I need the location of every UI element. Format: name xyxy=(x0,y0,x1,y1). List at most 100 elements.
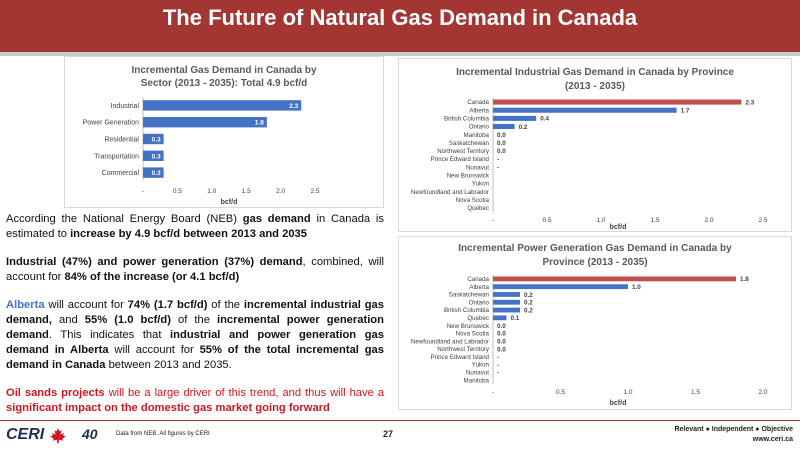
p4-oil-sands: Oil sands projects xyxy=(6,387,105,399)
data-label: 1.8 xyxy=(255,120,264,127)
chart-industrial-box: Incremental Industrial Gas Demand in Can… xyxy=(398,58,792,232)
x-tick-label: - xyxy=(492,217,494,224)
data-label: 2.3 xyxy=(745,99,754,106)
bar xyxy=(143,100,302,111)
tagline: Relevant ● Independent ● Objective xyxy=(674,426,793,433)
category-label: Canada xyxy=(467,99,489,106)
category-label: Northwest Territory xyxy=(437,148,490,155)
chart-title-line: Incremental Industrial Gas Demand in Can… xyxy=(456,67,734,78)
data-label: - xyxy=(497,165,499,172)
category-label: Industrial xyxy=(111,103,140,110)
p3-bold-c: 74% (1.7 bcf/d) xyxy=(127,299,208,311)
x-tick-label: 2.0 xyxy=(758,389,767,396)
data-label: 0.3 xyxy=(152,137,161,144)
category-label: Nunavut xyxy=(466,369,489,376)
p3-text-j: . This indicates that xyxy=(48,329,171,341)
paragraph-4: Oil sands projects will be a large drive… xyxy=(6,386,384,416)
data-label: 0.2 xyxy=(524,300,533,307)
website-url: www.ceri.ca xyxy=(752,436,793,443)
paragraph-3: Alberta will account for 74% (1.7 bcf/d)… xyxy=(6,298,384,373)
chart-industrial: Incremental Industrial Gas Demand in Can… xyxy=(411,67,768,231)
category-label: Yukon xyxy=(472,181,490,188)
x-tick-label: 1.5 xyxy=(691,389,700,396)
category-label: Transportation xyxy=(94,153,139,160)
data-label: 0.2 xyxy=(524,292,533,299)
chart-title-line: Sector (2013 - 2035): Total 4.9 bcf/d xyxy=(141,78,308,89)
bar xyxy=(493,99,742,105)
chart-title-line: Province (2013 - 2035) xyxy=(542,257,647,268)
x-tick-label: 0.5 xyxy=(556,389,565,396)
p3-bold-m: 55% of the total incremental gas demand … xyxy=(6,344,384,371)
p3-text-l: will account for xyxy=(108,344,200,356)
category-label: Ontario xyxy=(469,299,490,306)
x-tick-label: 1.5 xyxy=(242,188,251,195)
data-label: 0.0 xyxy=(497,323,506,330)
bar xyxy=(143,167,164,178)
bar xyxy=(493,276,736,282)
data-label: 1.7 xyxy=(681,108,690,115)
category-label: New Brunswick xyxy=(447,323,490,330)
chart-power: Incremental Power Generation Gas Demand … xyxy=(411,243,768,407)
paragraph-1: According the National Energy Board (NEB… xyxy=(6,212,384,242)
data-label: 0.0 xyxy=(497,338,506,345)
title-banner: The Future of Natural Gas Demand in Cana… xyxy=(0,0,800,52)
data-label: 0.0 xyxy=(497,331,506,338)
bar xyxy=(143,150,164,162)
chart-title-line: (2013 - 2035) xyxy=(565,81,625,92)
x-axis-label: bcf/d xyxy=(610,224,627,231)
paragraph-2: Industrial (47%) and power generation (3… xyxy=(6,255,384,285)
p4-text: will be a large driver of this trend, an… xyxy=(104,387,384,399)
category-label: Prince Edward Island xyxy=(431,354,490,361)
p3-bold-g: 55% (1.0 bcf/d) xyxy=(84,314,171,326)
chart-power-box: Incremental Power Generation Gas Demand … xyxy=(398,236,792,410)
p3-bold-i: incremental power generation demand xyxy=(6,314,384,341)
category-label: Nova Scotia xyxy=(456,331,490,338)
data-label: 0.3 xyxy=(152,153,161,160)
chart-sector: Incremental Gas Demand in Canada by Secto… xyxy=(83,65,320,206)
x-tick-label: - xyxy=(142,188,144,195)
category-label: Canada xyxy=(467,276,489,283)
data-label: 0.0 xyxy=(497,132,506,139)
category-label: Northwest Territory xyxy=(437,346,490,353)
category-label: Residential xyxy=(104,136,139,143)
chart-sector-box: Incremental Gas Demand in Canada by Secto… xyxy=(64,56,384,208)
bar xyxy=(493,292,520,297)
p2-bold-industrial: Industrial (47%) and power generation (3… xyxy=(6,256,303,268)
x-tick-label: 0.5 xyxy=(542,217,551,224)
category-label: Nova Scotia xyxy=(456,197,490,204)
banner-divider xyxy=(0,52,800,56)
maple-leaf-icon xyxy=(50,427,66,444)
x-tick-label: 2.0 xyxy=(276,188,285,195)
category-label: British Columbia xyxy=(444,116,490,123)
category-label: Saskatchewan xyxy=(449,292,490,299)
p4-bold-impact: significant impact on the domestic gas m… xyxy=(6,402,330,414)
category-label: Manitoba xyxy=(464,132,490,139)
body-text: According the National Energy Board (NEB… xyxy=(6,212,384,429)
data-label: 1.8 xyxy=(740,276,749,283)
data-label: 0.1 xyxy=(511,315,520,322)
category-label: Quebec xyxy=(467,315,489,322)
category-label: Nunavut xyxy=(466,164,489,171)
p3-text-b: will account for xyxy=(44,299,128,311)
x-tick-label: 1.0 xyxy=(623,389,632,396)
footer: CERI 40 Data from NEB. All figures by CE… xyxy=(0,420,800,450)
data-label: - xyxy=(497,354,499,361)
ceri-logo: CERI xyxy=(6,426,45,443)
footer-divider xyxy=(0,420,800,421)
x-tick-label: 2.5 xyxy=(758,217,767,224)
data-label: 0.3 xyxy=(152,170,161,177)
p3-bold-k: industrial and power generation gas dema… xyxy=(6,329,384,356)
data-label: 0.4 xyxy=(540,116,549,123)
data-label: 0.0 xyxy=(497,148,506,155)
p3-text-h: of the xyxy=(170,314,217,326)
bar xyxy=(493,284,628,290)
p1-text: According the National Energy Board (NEB… xyxy=(6,213,243,225)
bar xyxy=(493,307,520,313)
data-label: 0.0 xyxy=(497,346,506,353)
x-tick-label: 1.0 xyxy=(207,188,216,195)
category-label: Newfoundland and Labrador xyxy=(411,189,489,196)
p3-text-f: and xyxy=(52,314,85,326)
x-tick-label: - xyxy=(492,389,494,396)
x-axis-label: bcf/d xyxy=(221,199,238,206)
chart-title-line: Incremental Power Generation Gas Demand … xyxy=(458,243,732,254)
